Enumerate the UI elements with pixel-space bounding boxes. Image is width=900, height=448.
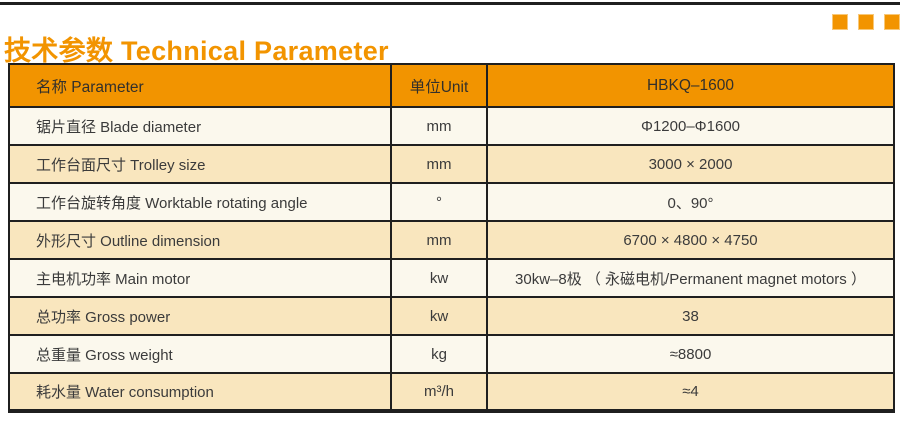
table-row: 工作台旋转角度 Worktable rotating angle ° 0、90° <box>8 182 895 222</box>
cell-value: ≈8800 <box>486 334 895 374</box>
header-parameter: 名称 Parameter <box>8 63 392 108</box>
table-row: 工作台面尺寸 Trolley size mm 3000 × 2000 <box>8 144 895 184</box>
table-row: 锯片直径 Blade diameter mm Φ1200–Φ1600 <box>8 106 895 146</box>
cell-name: 耗水量 Water consumption <box>8 372 392 412</box>
cell-value: 30kw–8极 （ 永磁电机/Permanent magnet motors ） <box>486 258 895 298</box>
cell-value: 38 <box>486 296 895 336</box>
table-row: 主电机功率 Main motor kw 30kw–8极 （ 永磁电机/Permane… <box>8 258 895 298</box>
cell-value: 0、90° <box>486 182 895 222</box>
cell-name: 总功率 Gross power <box>8 296 392 336</box>
header-model: HBKQ–1600 <box>486 63 895 108</box>
table-row: 外形尺寸 Outline dimension mm 6700 × 4800 × 47… <box>8 220 895 260</box>
cell-unit: kg <box>390 334 488 374</box>
cell-unit: ° <box>390 182 488 222</box>
cell-value: Φ1200–Φ1600 <box>486 106 895 146</box>
page-title: 技术参数 Technical Parameter <box>4 36 389 67</box>
cell-name: 外形尺寸 Outline dimension <box>8 220 392 260</box>
cell-value: ≈4 <box>486 372 895 412</box>
decor-square-icon <box>858 14 874 30</box>
cell-unit: mm <box>390 220 488 260</box>
header-unit: 单位Unit <box>390 63 488 108</box>
table-row: 总重量 Gross weight kg ≈8800 <box>8 334 895 374</box>
cell-name: 总重量 Gross weight <box>8 334 392 374</box>
table-row: 总功率 Gross power kw 38 <box>8 296 895 336</box>
cell-unit: m³/h <box>390 372 488 412</box>
top-rule-divider <box>0 2 900 5</box>
cell-name: 工作台面尺寸 Trolley size <box>8 144 392 184</box>
decor-square-icon <box>832 14 848 30</box>
table-row: 耗水量 Water consumption m³/h ≈4 <box>8 372 895 412</box>
cell-value: 6700 × 4800 × 4750 <box>486 220 895 260</box>
technical-parameter-table: 名称 Parameter 单位Unit HBKQ–1600 锯片直径 Blade… <box>8 63 895 413</box>
cell-unit: kw <box>390 258 488 298</box>
cell-unit: mm <box>390 106 488 146</box>
table-header: 名称 Parameter 单位Unit HBKQ–1600 <box>8 63 895 108</box>
cell-unit: mm <box>390 144 488 184</box>
decor-square-icon <box>884 14 900 30</box>
table-body: 锯片直径 Blade diameter mm Φ1200–Φ1600 工作台面尺寸 T… <box>8 106 895 412</box>
cell-name: 工作台旋转角度 Worktable rotating angle <box>8 182 392 222</box>
cell-name: 主电机功率 Main motor <box>8 258 392 298</box>
cell-value: 3000 × 2000 <box>486 144 895 184</box>
decor-squares <box>832 14 900 30</box>
header-row: 名称 Parameter 单位Unit HBKQ–1600 <box>8 63 895 108</box>
cell-name: 锯片直径 Blade diameter <box>8 106 392 146</box>
cell-unit: kw <box>390 296 488 336</box>
